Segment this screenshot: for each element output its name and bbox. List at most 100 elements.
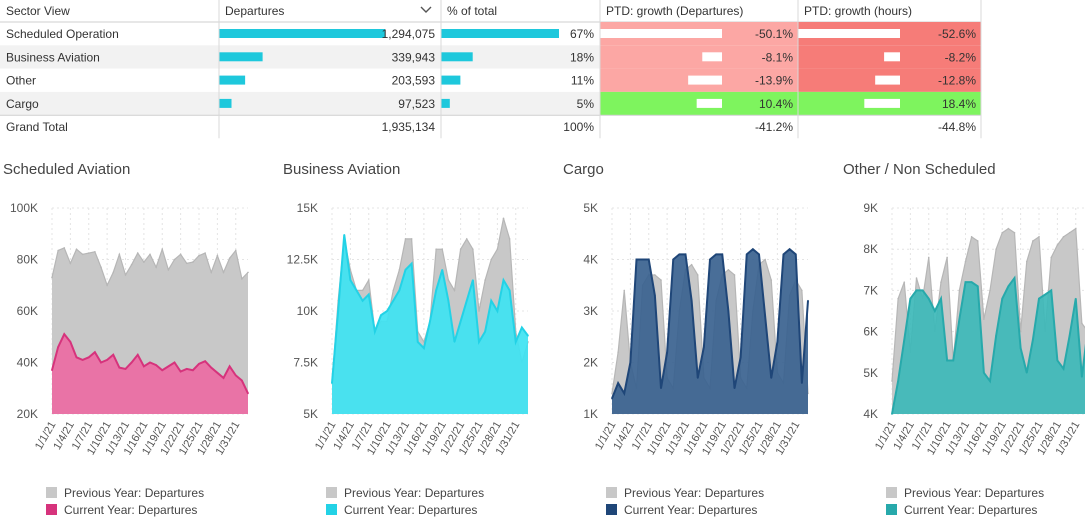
data-point <box>216 254 219 257</box>
data-point <box>995 334 997 337</box>
data-point <box>155 364 157 366</box>
table-row[interactable]: Business Aviation 339,943 18% -8.1% -8.2% <box>0 45 981 69</box>
legend-label: Current Year: Departures <box>344 503 477 517</box>
data-point <box>63 333 66 335</box>
y-tick-label: 20K <box>17 407 38 421</box>
column-header[interactable]: Departures <box>225 4 284 18</box>
data-point <box>130 263 133 266</box>
data-point <box>946 359 948 362</box>
data-point <box>1044 293 1046 296</box>
data-point <box>696 377 699 379</box>
data-point <box>69 341 72 343</box>
data-point <box>130 361 133 364</box>
data-point <box>1013 277 1016 279</box>
data-point <box>75 356 78 359</box>
data-point <box>69 262 72 265</box>
data-point <box>946 256 948 259</box>
table-svg: Sector View Departures % of total PTD: grow… <box>0 0 982 139</box>
sector-cell: Cargo <box>6 97 39 111</box>
data-point <box>204 252 206 254</box>
data-point <box>100 266 102 269</box>
data-point <box>484 330 486 333</box>
data-point <box>198 254 200 257</box>
data-point <box>490 258 493 261</box>
legend-swatch <box>326 504 337 515</box>
table-row[interactable]: Scheduled Operation 1,294,075 67% -50.1% -52… <box>6 22 981 46</box>
data-point <box>247 392 249 395</box>
growth-hours-bar <box>864 98 900 108</box>
data-point <box>247 271 249 274</box>
data-point <box>435 289 437 292</box>
y-tick-label: 80K <box>17 253 38 267</box>
departures-bar <box>219 29 385 38</box>
data-point <box>891 413 893 415</box>
data-point <box>1068 334 1071 337</box>
data-point <box>1062 367 1065 370</box>
data-point <box>192 261 194 263</box>
data-point <box>903 339 906 341</box>
data-point <box>897 380 899 382</box>
column-header[interactable]: % of total <box>447 4 497 18</box>
data-point <box>228 257 231 260</box>
data-point <box>94 351 96 353</box>
business-aviation-chart: Business Aviation 5K 7.5K 10K 12.5K 15K 1/1/21… <box>280 150 550 523</box>
y-tick-label: 6K <box>863 325 878 339</box>
growth-hours-bar <box>884 52 900 62</box>
data-point <box>63 247 66 249</box>
chart-title: Other / Non Scheduled <box>843 161 996 178</box>
data-point <box>721 253 724 256</box>
data-point <box>611 392 613 395</box>
chart-svg: Business Aviation5K7.5K10K12.5K15K1/1/21… <box>283 161 529 517</box>
data-point <box>331 382 333 384</box>
data-point <box>684 253 687 256</box>
data-point <box>1062 236 1065 238</box>
current-year-area <box>612 249 808 414</box>
legend-label: Previous Year: Departures <box>624 486 764 500</box>
current-year-area <box>52 334 248 414</box>
data-point <box>891 380 893 382</box>
percent-bar <box>441 52 473 62</box>
chevron-down-icon[interactable] <box>420 6 432 13</box>
data-point <box>173 258 176 261</box>
data-point <box>143 261 145 263</box>
column-header[interactable]: PTD: growth (hours) <box>804 4 912 18</box>
data-point <box>173 361 176 364</box>
data-point <box>1032 240 1034 242</box>
data-point <box>410 238 413 240</box>
data-point <box>155 266 157 269</box>
row-background <box>0 91 600 116</box>
data-point <box>940 297 942 300</box>
legend-swatch <box>606 504 617 515</box>
data-point <box>514 341 517 343</box>
growth-departures-bar <box>600 29 722 38</box>
grand-total-row: Grand Total 1,935,134 100% -41.2% -44.8% <box>6 120 976 134</box>
data-point <box>161 248 164 250</box>
table-row[interactable]: Cargo 97,523 5% 10.4% 18.4% <box>0 91 981 116</box>
data-point <box>508 289 511 292</box>
column-header[interactable]: PTD: growth (Departures) <box>606 4 743 18</box>
data-point <box>94 250 96 253</box>
data-point <box>752 248 754 250</box>
data-point <box>521 326 523 329</box>
table-row[interactable]: Other 203,593 11% -13.9% -12.8% <box>6 68 981 92</box>
data-point <box>623 289 626 292</box>
current-year-area <box>892 278 1085 414</box>
y-tick-label: 2K <box>583 356 598 370</box>
column-header[interactable]: Sector View <box>6 4 70 18</box>
data-point <box>1081 376 1083 378</box>
data-point <box>234 374 237 377</box>
data-point <box>136 252 139 254</box>
data-point <box>87 252 90 254</box>
data-point <box>496 310 499 312</box>
data-point <box>361 289 364 292</box>
data-point <box>75 248 78 250</box>
chart-svg: Cargo1K2K3K4K5K1/1/211/4/211/7/211/10/21… <box>563 161 809 517</box>
data-point <box>758 253 760 256</box>
data-point <box>678 253 681 256</box>
data-point <box>484 279 486 281</box>
departures-bar <box>219 52 263 62</box>
departures-cell: 339,943 <box>392 50 436 64</box>
data-point <box>733 274 736 276</box>
legend-swatch <box>46 504 57 515</box>
percent-cell: 11% <box>571 74 594 88</box>
